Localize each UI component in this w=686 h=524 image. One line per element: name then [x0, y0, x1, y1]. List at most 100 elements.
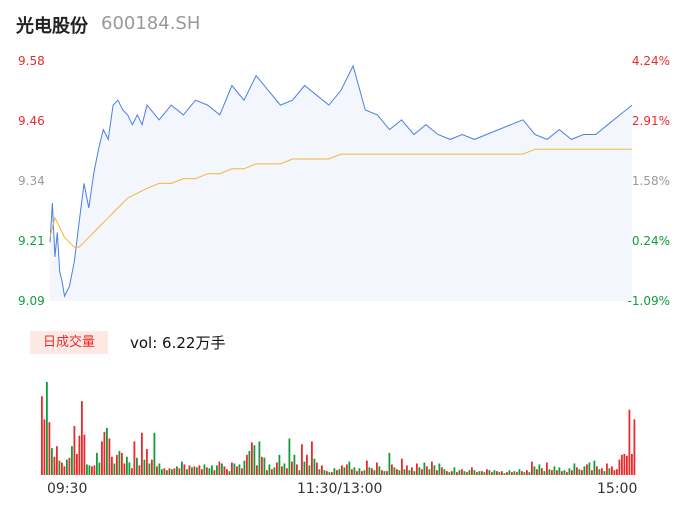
volume-bar — [221, 463, 223, 475]
average-price-line — [49, 148, 632, 248]
volume-bar — [196, 467, 198, 475]
volume-bar — [433, 465, 436, 475]
volume-bar — [438, 463, 441, 475]
y-tick-right-3: 0.24% — [631, 234, 670, 248]
volume-bar — [443, 469, 446, 475]
volume-bar — [333, 468, 336, 475]
volume-bar — [313, 458, 316, 475]
volume-bar — [588, 462, 591, 475]
volume-bar — [328, 472, 331, 475]
volume-bar — [123, 463, 126, 475]
volume-bar — [58, 460, 61, 475]
volume-bar — [208, 468, 211, 475]
x-tick-open: 09:30 — [47, 481, 88, 497]
volume-bar — [261, 456, 263, 475]
volume-bar — [51, 448, 53, 475]
volume-bar — [531, 461, 533, 475]
volume-bar — [278, 454, 281, 475]
volume-bar — [408, 470, 411, 475]
volume-bar — [566, 472, 568, 475]
volume-bar — [323, 470, 326, 475]
volume-bar — [626, 455, 628, 475]
volume-bar — [616, 469, 618, 475]
volume-bar — [361, 471, 363, 475]
volume-bar — [503, 473, 506, 475]
volume-bar — [256, 465, 258, 475]
volume-bar — [121, 452, 123, 475]
volume-bar — [538, 464, 541, 475]
volume-bar — [576, 467, 578, 475]
volume-bar — [441, 467, 443, 475]
volume-bar — [188, 465, 191, 475]
volume-bar — [581, 470, 583, 475]
volume-bar — [383, 471, 386, 475]
volume-bar — [311, 441, 313, 475]
x-tick-midday: 11:30/13:00 — [297, 481, 383, 497]
volume-bar — [281, 466, 283, 475]
volume-bar — [163, 468, 166, 475]
volume-bar — [493, 470, 496, 475]
volume-bar — [526, 470, 528, 475]
volume-bar — [116, 454, 118, 475]
volume-bar — [631, 453, 633, 475]
volume-bar — [346, 464, 348, 475]
volume-bar — [458, 470, 461, 475]
volume-bar — [603, 471, 606, 475]
volume-bar — [516, 472, 518, 475]
volume-bar — [291, 461, 293, 475]
volume-bar — [71, 446, 73, 475]
volume-bar — [608, 468, 611, 475]
y-tick-left-1: 9.46 — [18, 114, 45, 128]
volume-bar — [231, 462, 233, 475]
volume-bar — [431, 461, 433, 475]
volume-bar — [356, 471, 358, 475]
volume-bar — [436, 470, 438, 475]
volume-bar — [511, 472, 513, 475]
volume-bar — [61, 462, 63, 475]
volume-bar — [476, 472, 478, 475]
volume-bar — [421, 469, 423, 475]
volume-bar — [318, 469, 321, 475]
volume-bar — [41, 396, 43, 475]
volume-bar — [488, 470, 491, 475]
volume-bar — [271, 469, 273, 475]
volume-bar — [108, 438, 111, 475]
volume-bar — [513, 471, 516, 475]
volume-bar — [226, 469, 228, 475]
volume-bar — [378, 466, 381, 475]
volume-bar — [201, 469, 203, 475]
volume-bar — [591, 470, 593, 475]
volume-bar — [353, 467, 356, 475]
volume-bar — [586, 464, 588, 475]
volume-bar — [343, 467, 346, 475]
volume-bar — [131, 468, 133, 475]
volume-bar — [103, 431, 106, 475]
volume-bar — [593, 460, 596, 475]
volume-bar — [613, 470, 616, 475]
volume-bar — [181, 461, 183, 475]
volume-bar — [508, 470, 511, 475]
volume-bar — [596, 466, 598, 475]
stock-code: 600184.SH — [101, 13, 201, 34]
volume-bar — [411, 467, 413, 475]
volume-bar — [366, 460, 368, 475]
volume-bar — [203, 464, 206, 475]
volume-bar — [266, 470, 268, 475]
volume-bar — [461, 469, 463, 475]
y-tick-right-2: 1.58% — [631, 174, 670, 188]
volume-bar — [483, 472, 486, 475]
volume-bar — [136, 457, 138, 475]
volume-bar — [556, 470, 558, 475]
volume-bar — [478, 471, 481, 475]
volume-bar — [276, 462, 278, 475]
volume-bar — [76, 453, 78, 475]
volume-bar — [306, 454, 308, 475]
volume-bar — [391, 464, 393, 475]
volume-bar — [146, 449, 148, 475]
volume-bar — [133, 441, 136, 475]
volume-bar — [223, 466, 226, 475]
y-tick-left-4: 9.09 — [18, 294, 45, 308]
volume-bar — [308, 465, 311, 475]
volume-bar — [238, 464, 241, 475]
